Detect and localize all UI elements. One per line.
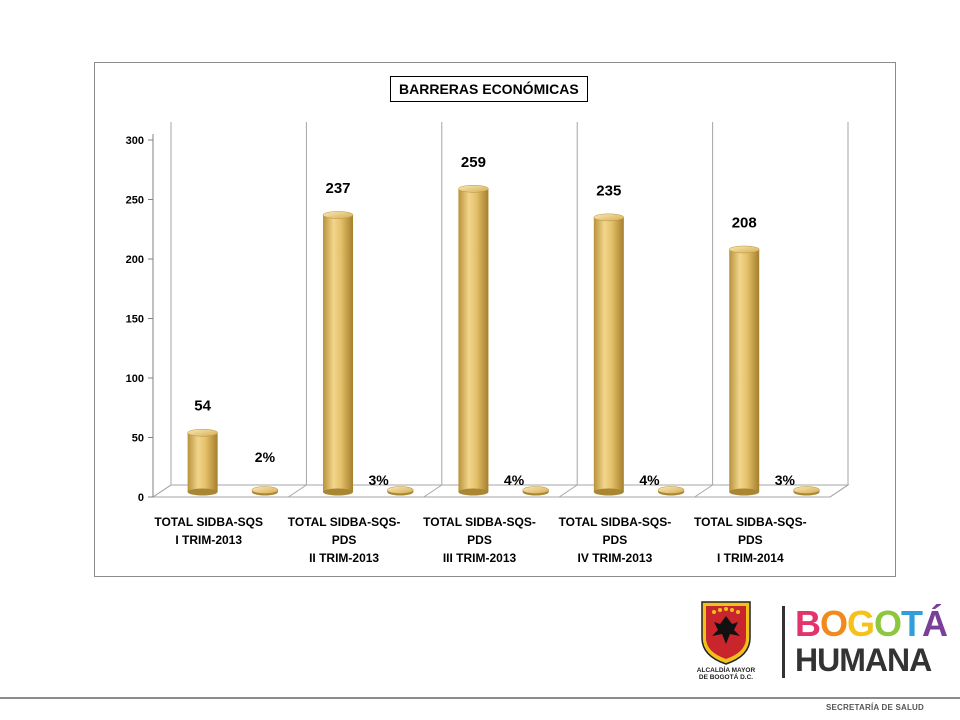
floor-line [558, 484, 578, 498]
city-hall-line2: DE BOGOTÁ D.C. [699, 672, 753, 680]
bar-value-0-base [187, 488, 218, 496]
bar-percent-0-label: 2% [255, 449, 276, 465]
x-category-label: TOTAL SIDBA-SQS- [694, 515, 807, 529]
bar-value-3-base [593, 488, 624, 496]
x-category-label: I TRIM-2014 [717, 551, 784, 565]
x-category-label: IV TRIM-2013 [578, 551, 653, 565]
y-tick-label: 250 [126, 195, 144, 207]
logo-divider [782, 606, 785, 678]
brand-letter-5: Á [922, 603, 948, 644]
x-category-label: TOTAL SIDBA-SQS [154, 515, 263, 529]
brand-letter-1: O [820, 603, 848, 644]
brand-letter-4: T [901, 603, 923, 644]
x-category-label: PDS [603, 533, 628, 547]
y-tick-label: 50 [132, 433, 144, 445]
x-category-label: PDS [332, 533, 357, 547]
bar-value-1-label: 237 [326, 180, 351, 197]
x-category-label: PDS [738, 533, 763, 547]
y-tick-label: 100 [126, 373, 144, 385]
x-category-label: II TRIM-2013 [309, 551, 379, 565]
bar-value-0-top [187, 428, 218, 437]
y-tick-label: 0 [138, 492, 144, 504]
bar-value-1-base [323, 488, 354, 496]
bar-value-4-label: 208 [732, 214, 757, 231]
floor-line [829, 484, 849, 498]
bar-percent-1-top [387, 486, 414, 494]
x-category-label: TOTAL SIDBA-SQS- [288, 515, 401, 529]
bar-percent-4-label: 3% [775, 472, 796, 488]
x-category-label: I TRIM-2013 [175, 533, 242, 547]
bar-value-4-body [729, 249, 760, 492]
bar-value-3-body [593, 217, 624, 492]
x-category-label: TOTAL SIDBA-SQS- [423, 515, 536, 529]
bar-value-4-base [729, 488, 760, 496]
bar-value-1-top [322, 211, 354, 219]
bar-percent-3-top [657, 486, 685, 494]
x-category-label: PDS [467, 533, 492, 547]
brand-letter-0: B [795, 603, 821, 644]
x-category-label: III TRIM-2013 [443, 551, 517, 565]
y-tick-label: 300 [126, 135, 144, 147]
floor-line [423, 484, 443, 498]
bar-value-3-top [593, 213, 625, 222]
y-tick-label: 150 [126, 314, 144, 326]
bar-percent-2-label: 4% [504, 472, 525, 488]
bar-value-3-label: 235 [596, 182, 621, 199]
bogota-coat-of-arms-icon: ALCALDÍA MAYOR DE BOGOTÁ D.C. [697, 601, 756, 680]
brand-letter-3: O [874, 603, 902, 644]
bar-value-2-body [458, 188, 489, 493]
floor-line [288, 484, 307, 498]
bar-percent-3-label: 4% [639, 472, 660, 488]
x-category-label: TOTAL SIDBA-SQS- [559, 515, 672, 529]
bogota-brand-word: BOGOTÁ [795, 603, 948, 644]
bar-value-0-label: 54 [194, 398, 211, 415]
footer-divider [0, 697, 960, 699]
bar-value-2-base [458, 488, 489, 496]
bar-value-4-top [728, 245, 760, 254]
brand-letter-2: G [847, 603, 875, 644]
bar-value-2-top [458, 185, 489, 193]
bar-value-2-label: 259 [461, 154, 486, 171]
chart-title: BARRERAS ECONÓMICAS [390, 76, 588, 102]
bar-value-0-body [187, 432, 218, 492]
bar-percent-1-label: 3% [369, 472, 390, 488]
humana-brand-word: HUMANA [795, 642, 932, 678]
floor-line [694, 484, 713, 498]
footer-department: SECRETARÍA DE SALUD [825, 703, 924, 712]
bar-percent-0-top [251, 486, 279, 494]
floor-line [152, 484, 172, 498]
bar-value-1-body [323, 214, 354, 492]
bar-percent-4-top [793, 486, 820, 494]
bar-percent-2-top [522, 486, 549, 494]
y-tick-label: 200 [126, 254, 144, 266]
city-hall-line1: ALCALDÍA MAYOR [697, 665, 756, 674]
